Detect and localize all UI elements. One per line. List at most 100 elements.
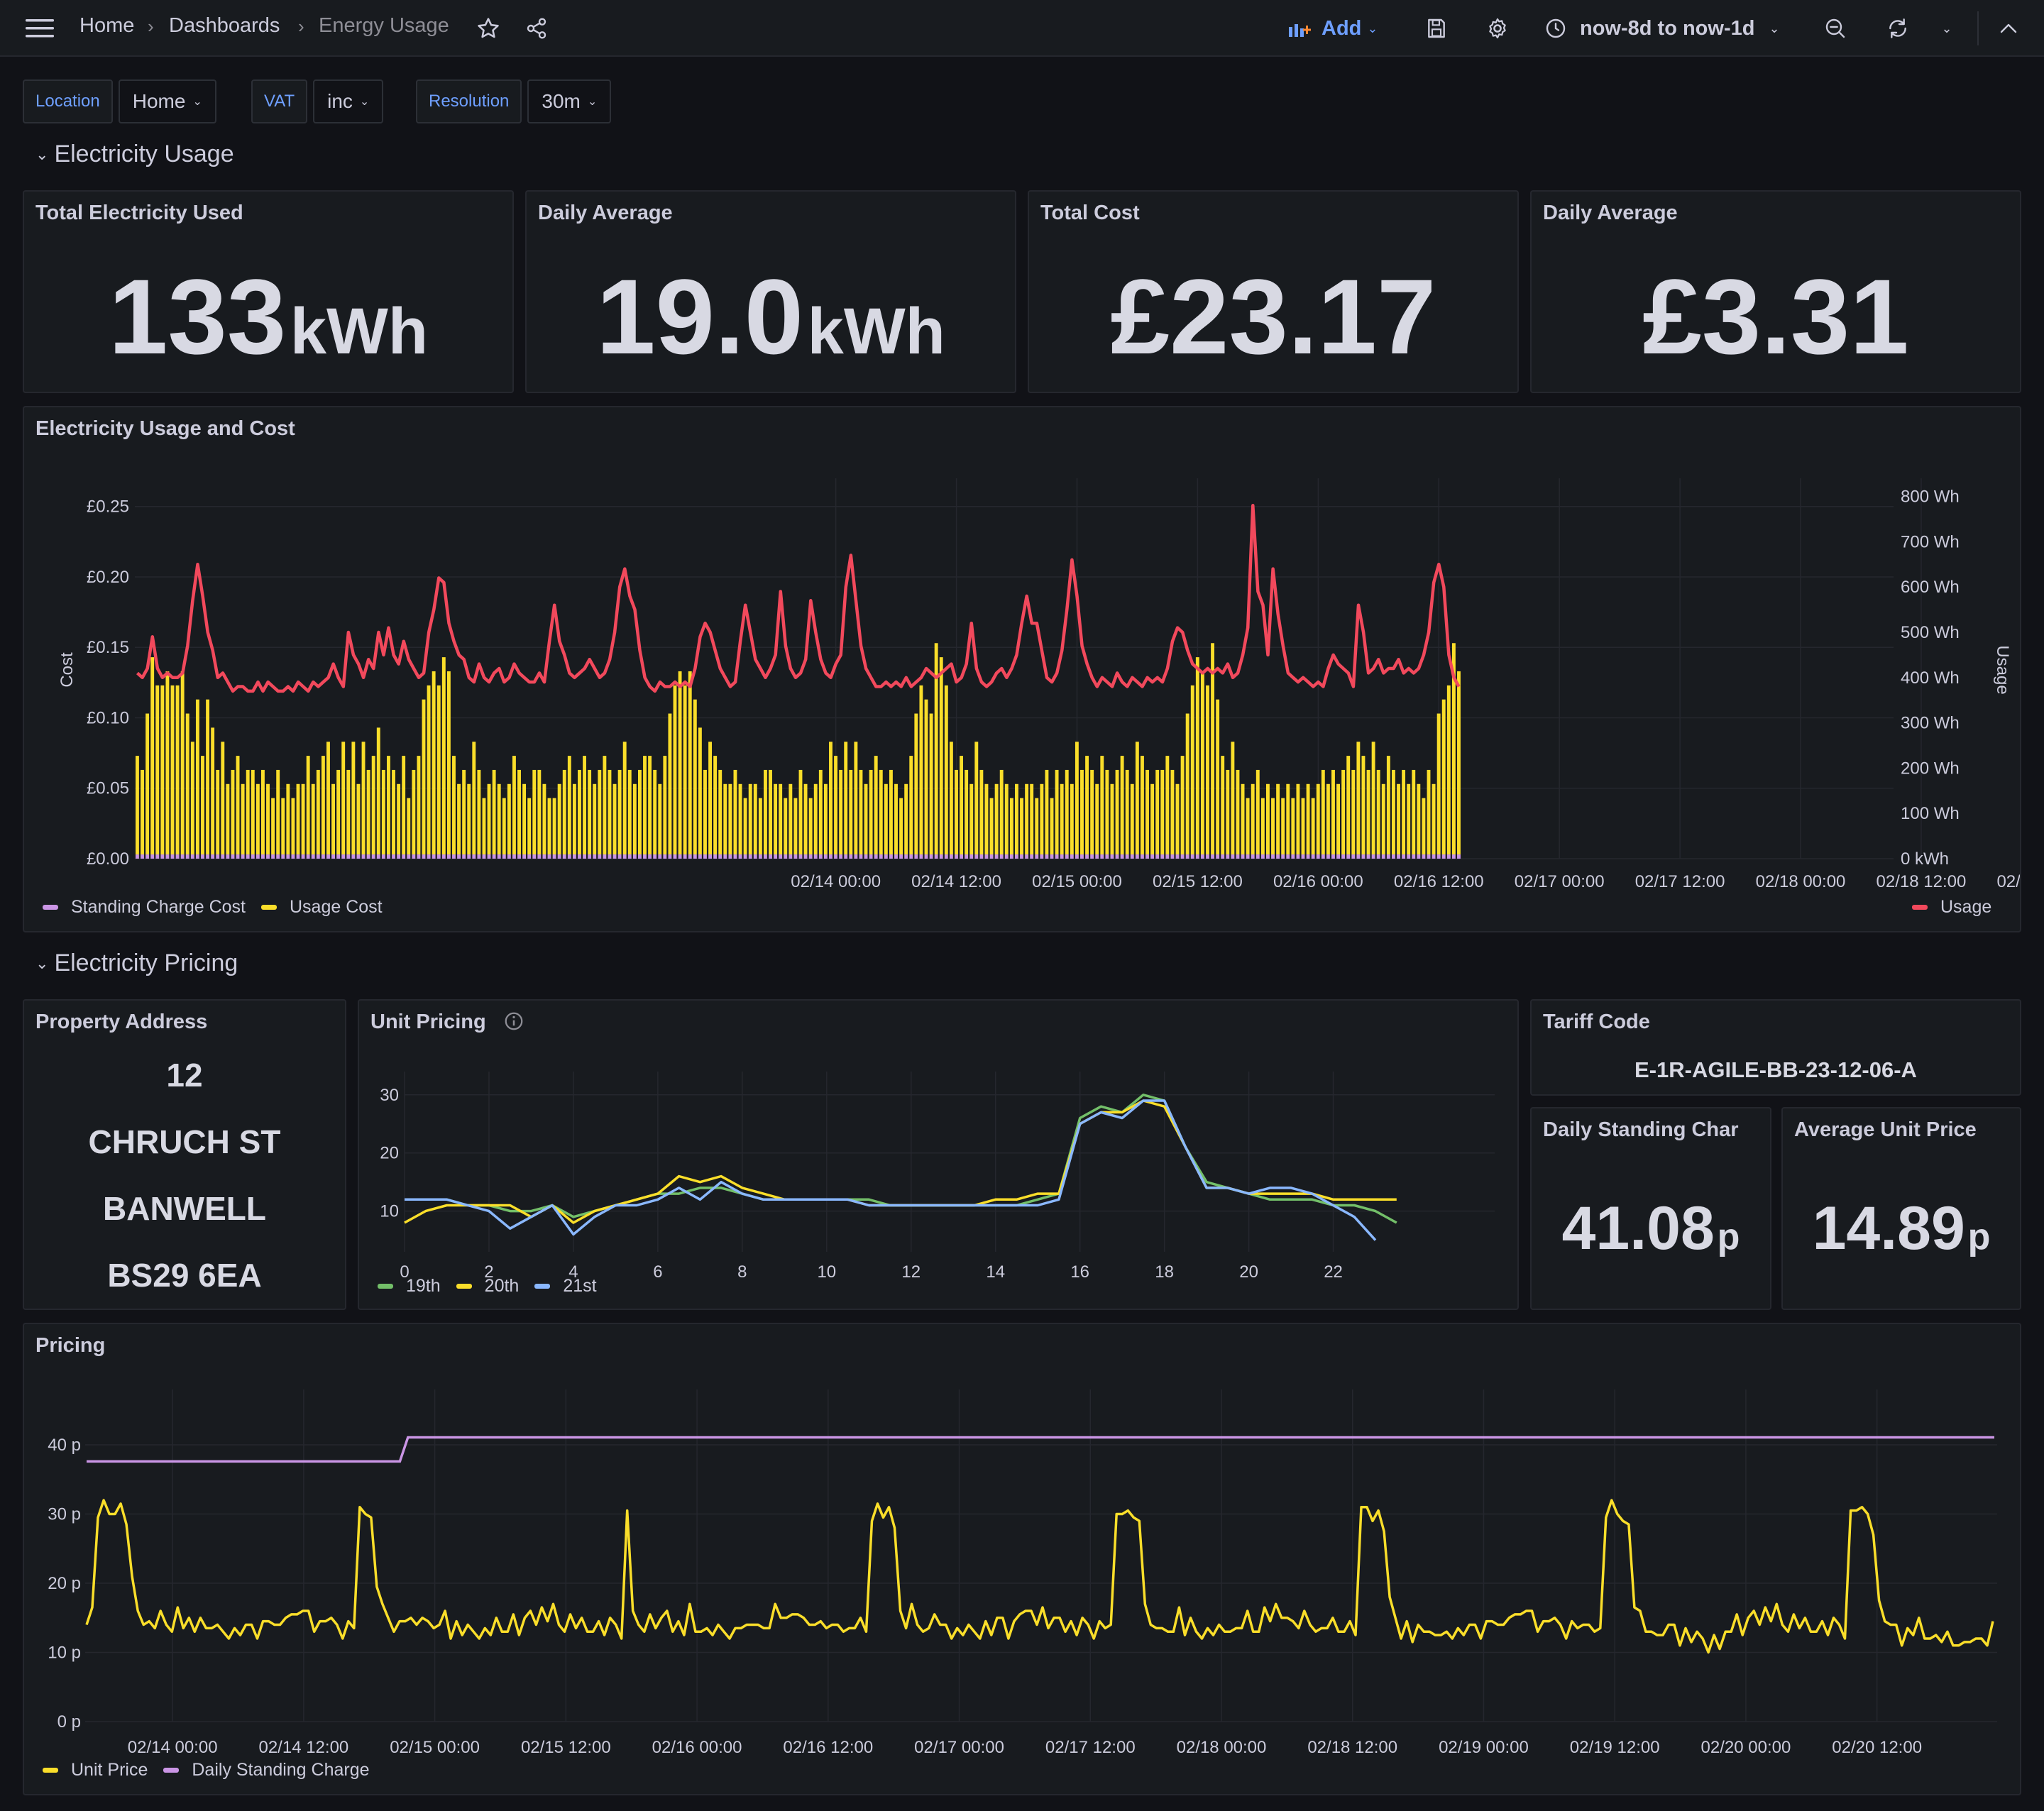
usage-cost-bar	[542, 783, 546, 855]
standing-cost-bar	[1160, 854, 1165, 859]
legend-item[interactable]: Unit Price	[43, 1760, 148, 1780]
standing-cost-bar	[286, 854, 290, 859]
usage-cost-bar	[793, 798, 798, 855]
row-electricity-usage[interactable]: ⌄ Electricity Usage	[35, 141, 234, 168]
standing-cost-bar	[417, 854, 421, 859]
usage-cost-bar	[869, 769, 873, 855]
legend-label: Daily Standing Charge	[192, 1760, 370, 1780]
standing-cost-bar	[552, 854, 556, 859]
x-tick-label: 2	[484, 1262, 493, 1282]
variable-select-location[interactable]: Home ⌄	[118, 79, 216, 123]
x-tick-label: 02/14 00:00	[128, 1738, 218, 1757]
standing-cost-bar	[1422, 854, 1426, 859]
collapse-chevron-up-icon[interactable]	[1994, 14, 2023, 43]
standing-cost-bar	[603, 854, 607, 859]
legend-item[interactable]: 20th	[456, 1276, 519, 1297]
usage-cost-bar	[1150, 783, 1155, 855]
info-icon[interactable]	[503, 1011, 524, 1032]
row-electricity-pricing[interactable]: ⌄ Electricity Pricing	[35, 949, 238, 977]
unit-pricing-chart[interactable]: 0 2 4 6 8 10 12 14 16 18 20 22 30 20 10	[359, 1001, 1519, 1310]
y-right-tick-label: 100 Wh	[1901, 804, 1960, 823]
usage-cost-bar	[472, 742, 476, 855]
pricing-chart[interactable]: 02/14 00:00 02/14 12:00 02/15 00:00 02/15 1…	[24, 1324, 2021, 1795]
usage-cost-bar	[622, 742, 627, 855]
legend-item[interactable]: Daily Standing Charge	[163, 1760, 370, 1780]
usage-cost-bar	[1361, 756, 1366, 855]
standing-cost-bar	[1397, 854, 1400, 859]
usage-cost-bar	[376, 727, 380, 855]
usage-cost-bar	[678, 671, 682, 855]
standing-cost-bar	[492, 854, 496, 859]
usage-cost-bar	[507, 783, 511, 855]
x-tick-label: 0	[400, 1262, 409, 1282]
zoom-out-icon[interactable]	[1821, 14, 1850, 43]
standing-cost-bar	[979, 854, 984, 859]
panel-title: Tariff Code	[1543, 1011, 1650, 1033]
refresh-icon[interactable]	[1884, 14, 1912, 43]
standing-cost-bar	[467, 854, 471, 859]
standing-cost-bar	[1251, 854, 1255, 859]
panel-title: Pricing	[35, 1334, 106, 1357]
breadcrumb-dashboards[interactable]: Dashboards	[169, 14, 280, 37]
standing-cost-bar	[306, 854, 310, 859]
x-tick-label: 18	[1155, 1262, 1174, 1282]
usage-cost-bar	[578, 769, 581, 855]
standing-cost-bar	[1050, 854, 1054, 859]
legend-item[interactable]: 21st	[534, 1276, 597, 1297]
usage-cost-bar	[517, 769, 521, 855]
refresh-interval-chevron-icon[interactable]: ⌄	[1941, 21, 1952, 35]
usage-cost-bar	[397, 783, 401, 855]
usage-cost-bar	[769, 769, 772, 855]
save-icon[interactable]	[1422, 14, 1451, 43]
add-button[interactable]: Add ⌄	[1287, 13, 1378, 44]
standing-cost-bar	[779, 854, 783, 859]
usage-cost-bar	[1226, 769, 1230, 855]
legend-item[interactable]: Usage	[1912, 897, 1991, 918]
y-left-axis-label: Cost	[57, 652, 77, 688]
legend-item[interactable]: 19th	[378, 1276, 441, 1297]
usage-cost-bar	[1366, 769, 1370, 855]
menu-icon[interactable]	[26, 16, 54, 41]
variable-select-vat[interactable]: inc ⌄	[313, 79, 384, 123]
x-tick-label: 02/18 00:00	[1177, 1738, 1267, 1757]
breadcrumb-home[interactable]: Home	[79, 14, 135, 37]
standing-cost-bar	[598, 854, 602, 859]
stat-value: £3.31	[1642, 257, 1909, 376]
standing-cost-bar	[1381, 854, 1385, 859]
standing-cost-bar	[281, 854, 285, 859]
stat-number: 133	[108, 257, 287, 376]
usage-cost-bar	[1125, 769, 1129, 855]
standing-cost-bar	[311, 854, 315, 859]
legend-item[interactable]: Standing Charge Cost	[43, 897, 246, 918]
usage-cost-bar	[381, 769, 385, 855]
usage-cost-bar	[994, 783, 999, 855]
star-icon[interactable]	[474, 14, 502, 43]
usage-cost-bar	[1381, 783, 1385, 855]
usage-cost-bar	[266, 783, 270, 855]
usage-cost-bar	[1135, 742, 1139, 855]
usage-cost-bar	[919, 685, 923, 855]
x-tick-label: 02/17 12:00	[1635, 872, 1725, 891]
standing-cost-bar	[578, 854, 581, 859]
usage-cost-bar	[341, 742, 346, 855]
share-icon[interactable]	[522, 14, 551, 43]
standing-cost-bar	[1120, 854, 1124, 859]
usage-cost-bar	[1105, 769, 1109, 855]
standing-cost-bar	[1090, 854, 1094, 859]
usage-cost-chart[interactable]: 02/14 00:00 02/14 12:00 02/15 00:00 02/15 1…	[24, 407, 2021, 932]
legend-item[interactable]: Usage Cost	[260, 897, 383, 918]
standing-cost-bar	[251, 854, 255, 859]
chevron-down-icon: ⌄	[587, 96, 598, 108]
standing-cost-bar	[803, 854, 808, 859]
standing-cost-bar	[185, 854, 189, 859]
standing-cost-bar	[1226, 854, 1230, 859]
standing-cost-bar	[668, 854, 672, 859]
time-range-picker[interactable]: now-8d to now-1d ⌄	[1544, 13, 1780, 44]
settings-gear-icon[interactable]	[1483, 14, 1512, 43]
usage-cost-bar	[1331, 769, 1335, 855]
legend-label: Standing Charge Cost	[71, 897, 246, 917]
panel-title: Average Unit Price	[1794, 1118, 1977, 1141]
variable-select-resolution[interactable]: 30m ⌄	[527, 79, 612, 123]
usage-cost-bar	[693, 699, 697, 855]
time-range-label: now-8d to now-1d	[1580, 16, 1755, 40]
